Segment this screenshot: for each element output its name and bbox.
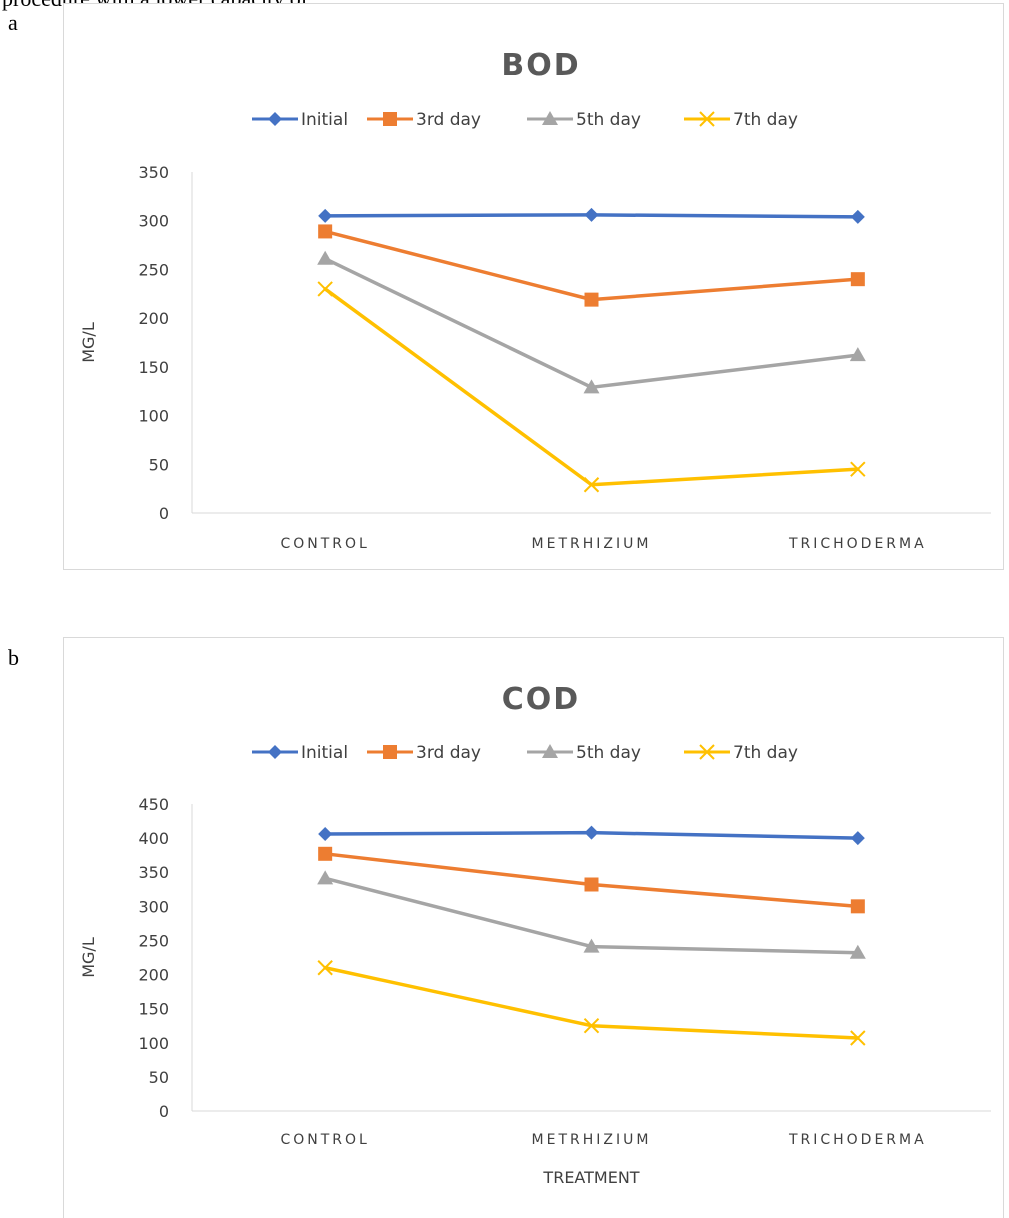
- data-point-initial: [584, 825, 599, 840]
- data-point-7th-day: [317, 281, 333, 297]
- legend-item-3rd-day: 3rd day: [367, 110, 481, 130]
- legend-marker-5th-day: [542, 744, 558, 758]
- x-tick-label-metrhizium: METRHIZIUM: [532, 536, 652, 552]
- data-point-3rd-day: [850, 899, 865, 914]
- legend-item-7th-day: 7th day: [684, 110, 798, 130]
- series-5th-day: [317, 870, 866, 959]
- x-tick-label-control: CONTROL: [280, 1132, 369, 1148]
- series-7th-day: [317, 281, 866, 493]
- data-point-5th-day: [849, 347, 866, 362]
- legend-label-5th-day: 5th day: [576, 110, 641, 130]
- legend-label-initial: Initial: [301, 110, 348, 130]
- data-point-3rd-day: [850, 272, 865, 287]
- data-point-7th-day: [850, 1030, 866, 1046]
- series-3rd-day: [318, 224, 865, 307]
- y-tick-label: 50: [149, 1068, 169, 1087]
- data-point-5th-day: [849, 944, 866, 959]
- cod-chart-frame: [63, 637, 1004, 1218]
- legend-label-7th-day: 7th day: [733, 743, 798, 763]
- data-point-initial: [850, 831, 865, 846]
- legend-label-initial: Initial: [301, 743, 348, 763]
- data-point-initial: [318, 208, 333, 223]
- y-tick-label: 200: [138, 309, 169, 328]
- cod-chart-title: COD: [502, 682, 580, 717]
- x-tick-label-trichoderma: TRICHODERMA: [788, 536, 927, 552]
- legend-marker-3rd-day: [383, 745, 397, 759]
- cod-chart: COD Initial 3rd day 5th day 7th day 0 50 100 150…: [63, 637, 1004, 1218]
- data-point-7th-day: [583, 1018, 600, 1034]
- data-point-3rd-day: [318, 846, 333, 861]
- bod-chart: BOD Initial 3rd day 5th day 7th day 0 50 100 150…: [63, 3, 1004, 570]
- data-point-3rd-day: [318, 224, 333, 239]
- legend-label-5th-day: 5th day: [576, 743, 641, 763]
- y-tick-label: 400: [138, 829, 169, 848]
- legend-marker-7th-day: [699, 744, 715, 760]
- y-tick-label: 150: [138, 358, 169, 377]
- legend-marker-7th-day: [699, 111, 715, 127]
- x-axis-title: TREATMENT: [542, 1168, 639, 1187]
- data-point-5th-day: [317, 870, 334, 885]
- panel-label-a: a: [8, 10, 18, 35]
- legend-marker-initial: [268, 112, 282, 126]
- data-point-3rd-day: [584, 292, 599, 307]
- legend-marker-5th-day: [542, 111, 558, 125]
- y-tick-label: 300: [138, 212, 169, 231]
- y-tick-label: 200: [138, 966, 169, 985]
- data-point-5th-day: [317, 250, 334, 265]
- x-tick-label-control: CONTROL: [280, 536, 369, 552]
- data-point-initial: [850, 209, 865, 224]
- legend-label-3rd-day: 3rd day: [416, 743, 481, 763]
- panel-label-b: b: [8, 645, 19, 670]
- legend-item-7th-day: 7th day: [684, 743, 798, 763]
- legend-item-5th-day: 5th day: [527, 743, 641, 763]
- series-5th-day: [317, 250, 866, 394]
- legend-item-initial: Initial: [252, 110, 348, 130]
- data-point-initial: [584, 207, 599, 222]
- series-7th-day: [317, 960, 866, 1046]
- series-initial: [318, 825, 865, 846]
- y-tick-label: 0: [159, 504, 169, 523]
- y-tick-label: 450: [138, 795, 169, 814]
- data-point-initial: [318, 827, 333, 842]
- data-point-7th-day: [317, 960, 333, 976]
- y-tick-label: 100: [138, 407, 169, 426]
- data-point-7th-day: [850, 461, 866, 477]
- x-tick-label-trichoderma: TRICHODERMA: [788, 1132, 927, 1148]
- series-3rd-day: [318, 846, 865, 914]
- y-tick-label: 350: [138, 163, 169, 182]
- series-initial: [318, 207, 865, 224]
- legend-label-7th-day: 7th day: [733, 110, 798, 130]
- data-point-5th-day: [583, 379, 600, 394]
- data-point-3rd-day: [584, 877, 599, 892]
- y-tick-label: 250: [138, 260, 169, 279]
- y-tick-label: 350: [138, 863, 169, 882]
- legend-item-initial: Initial: [252, 743, 348, 763]
- legend-marker-3rd-day: [383, 112, 397, 126]
- y-tick-label: 100: [138, 1034, 169, 1053]
- legend-item-3rd-day: 3rd day: [367, 743, 481, 763]
- x-tick-label-metrhizium: METRHIZIUM: [532, 1132, 652, 1148]
- y-tick-label: 50: [149, 455, 169, 474]
- y-axis-title: MG/L: [79, 322, 98, 363]
- bod-chart-title: BOD: [501, 48, 580, 83]
- data-point-5th-day: [583, 938, 600, 953]
- y-tick-label: 150: [138, 1000, 169, 1019]
- data-point-7th-day: [583, 477, 600, 493]
- legend-label-3rd-day: 3rd day: [416, 110, 481, 130]
- legend-item-5th-day: 5th day: [527, 110, 641, 130]
- y-tick-label: 0: [159, 1102, 169, 1121]
- legend-marker-initial: [268, 745, 282, 759]
- y-axis-title: MG/L: [79, 937, 98, 978]
- y-tick-label: 300: [138, 897, 169, 916]
- y-tick-label: 250: [138, 931, 169, 950]
